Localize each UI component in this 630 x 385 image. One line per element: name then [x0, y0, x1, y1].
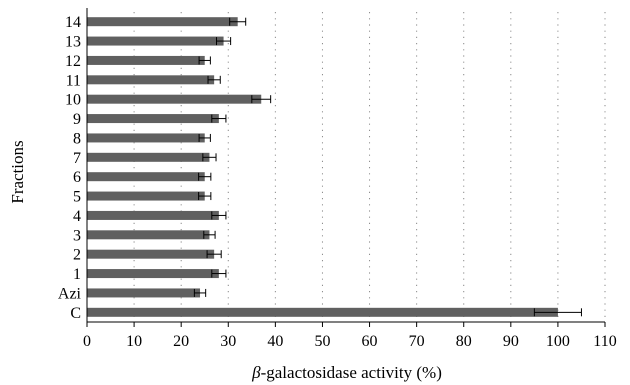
error-bar — [198, 172, 212, 181]
y-tick-label: 12 — [65, 53, 81, 70]
x-tick-label: 90 — [503, 333, 519, 350]
bar — [87, 17, 238, 27]
error-bar — [229, 17, 247, 26]
y-tick-label: 1 — [73, 266, 81, 283]
y-tick-label: 8 — [73, 130, 81, 147]
y-tick-label: 9 — [73, 111, 81, 128]
y-tick-labels: 14 13 12 11 10 9 8 7 6 5 4 3 2 1 Azi C — [58, 14, 82, 322]
error-bars — [193, 17, 582, 317]
bar — [87, 191, 205, 201]
axes — [86, 8, 606, 327]
y-tick-label: 14 — [65, 14, 81, 31]
error-bar — [211, 269, 227, 278]
x-tick-label: 110 — [593, 333, 616, 350]
bar — [87, 152, 210, 162]
bar — [87, 210, 219, 220]
error-bar — [251, 95, 272, 104]
bar — [87, 133, 205, 143]
x-tick-label: 80 — [456, 333, 472, 350]
bars — [87, 17, 558, 317]
error-bar — [202, 153, 217, 162]
x-tick-label: 100 — [546, 333, 570, 350]
bar — [87, 249, 215, 259]
bar — [87, 269, 219, 279]
y-tick-label: 7 — [73, 150, 81, 167]
x-tick-label: 40 — [267, 333, 283, 350]
error-bar — [198, 56, 211, 65]
bar — [87, 36, 224, 46]
error-bar — [207, 75, 221, 84]
bar — [87, 94, 262, 104]
x-tick-labels: 0 10 20 30 40 50 60 70 80 90 100 110 — [83, 333, 617, 350]
y-tick-label: 5 — [73, 189, 81, 206]
y-tick-label: 6 — [73, 169, 81, 186]
error-bar — [198, 192, 212, 201]
x-tick-label: 30 — [220, 333, 236, 350]
error-bar — [203, 230, 216, 239]
x-tick-label: 70 — [409, 333, 425, 350]
error-bar — [193, 288, 207, 297]
error-bar — [198, 133, 211, 142]
y-tick-label: 11 — [66, 72, 81, 89]
y-tick-label: C — [70, 305, 81, 322]
x-tick-label: 20 — [173, 333, 189, 350]
bar — [87, 307, 558, 317]
x-tick-label: 60 — [362, 333, 378, 350]
bar — [87, 114, 219, 124]
x-tick-label: 0 — [83, 333, 91, 350]
bar — [87, 75, 215, 85]
y-tick-label: 10 — [65, 92, 81, 109]
bar — [87, 55, 205, 65]
y-axis-title: Fractions — [8, 140, 27, 203]
y-tick-label: Azi — [58, 285, 82, 302]
y-tick-label: 2 — [73, 247, 81, 264]
error-bar — [533, 308, 582, 317]
bar — [87, 172, 205, 182]
y-tick-label: 13 — [65, 34, 81, 51]
error-bar — [211, 211, 227, 220]
error-bar — [206, 250, 222, 259]
y-tick-label: 4 — [73, 208, 81, 225]
x-tick-label: 50 — [314, 333, 330, 350]
y-tick-label: 3 — [73, 227, 81, 244]
x-axis-title: β-galactosidase activity (%) — [251, 363, 442, 382]
bar — [87, 288, 201, 298]
error-bar — [211, 114, 227, 123]
error-bar — [216, 37, 232, 46]
grid-lines — [133, 12, 606, 322]
bar — [87, 230, 210, 240]
x-tick-label: 10 — [126, 333, 142, 350]
